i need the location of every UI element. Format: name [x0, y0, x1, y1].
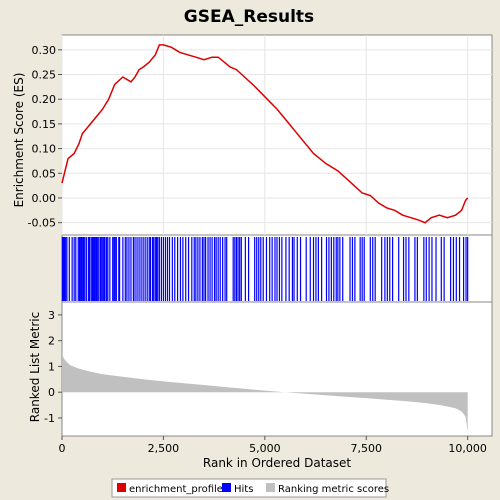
x-axis-label: Rank in Ordered Dataset	[203, 456, 351, 470]
metric-tick-label: 0	[48, 386, 55, 399]
es-tick-label: 0.20	[32, 93, 57, 106]
legend-label-ranking-metric: Ranking metric scores	[278, 484, 389, 495]
metric-area-group	[62, 353, 468, 433]
es-tick-label: 0.00	[32, 192, 57, 205]
es-panel	[61, 34, 493, 236]
es-tick-label: 0.15	[32, 118, 57, 131]
legend-label-enrichment-profile: enrichment_profile	[129, 484, 223, 495]
metric-tick-label: 1	[48, 360, 55, 373]
metric-y-ticks: -1 0 1 2 3	[44, 309, 62, 425]
metric-tick-label: 3	[48, 309, 55, 322]
es-axis-label: Enrichment Score (ES)	[12, 73, 26, 208]
chart-title: GSEA_Results	[184, 7, 314, 27]
es-gridlines	[61, 35, 492, 235]
ranking-metric-area	[62, 353, 468, 433]
es-tick-label: 0.05	[32, 167, 57, 180]
metric-tick-label: -1	[44, 412, 55, 425]
legend-swatch-enrichment-profile	[117, 483, 126, 492]
metric-panel	[61, 301, 493, 437]
es-tick-label: 0.10	[32, 143, 57, 156]
x-tick-label: 5,000	[249, 442, 281, 455]
legend-swatch-ranking-metric	[266, 483, 275, 492]
es-tick-label: 0.30	[32, 44, 57, 57]
x-tick-label: 7,500	[350, 442, 382, 455]
x-tick-label: 2,500	[148, 442, 180, 455]
legend-label-hits: Hits	[234, 484, 253, 495]
es-tick-label: 0.25	[32, 69, 57, 82]
enrichment-profile-line	[61, 44, 469, 224]
legend: enrichment_profile Hits Ranking metric s…	[111, 478, 389, 498]
es-tick-label: -0.05	[28, 217, 56, 230]
legend-box	[111, 478, 387, 498]
hits-group	[61, 237, 469, 301]
metric-tick-label: 2	[48, 335, 55, 348]
metric-axis-label: Ranked List Metric	[28, 312, 42, 422]
x-axis-ticks: 0 2,500 5,000 7,500 10,000	[59, 436, 487, 455]
x-tick-label: 10,000	[448, 442, 487, 455]
es-y-ticks: -0.05 0.00 0.05 0.10 0.15 0.20 0.25 0.30	[28, 44, 62, 230]
legend-swatch-hits	[222, 483, 231, 492]
es-line-group	[61, 44, 469, 224]
x-tick-label: 0	[59, 442, 66, 455]
